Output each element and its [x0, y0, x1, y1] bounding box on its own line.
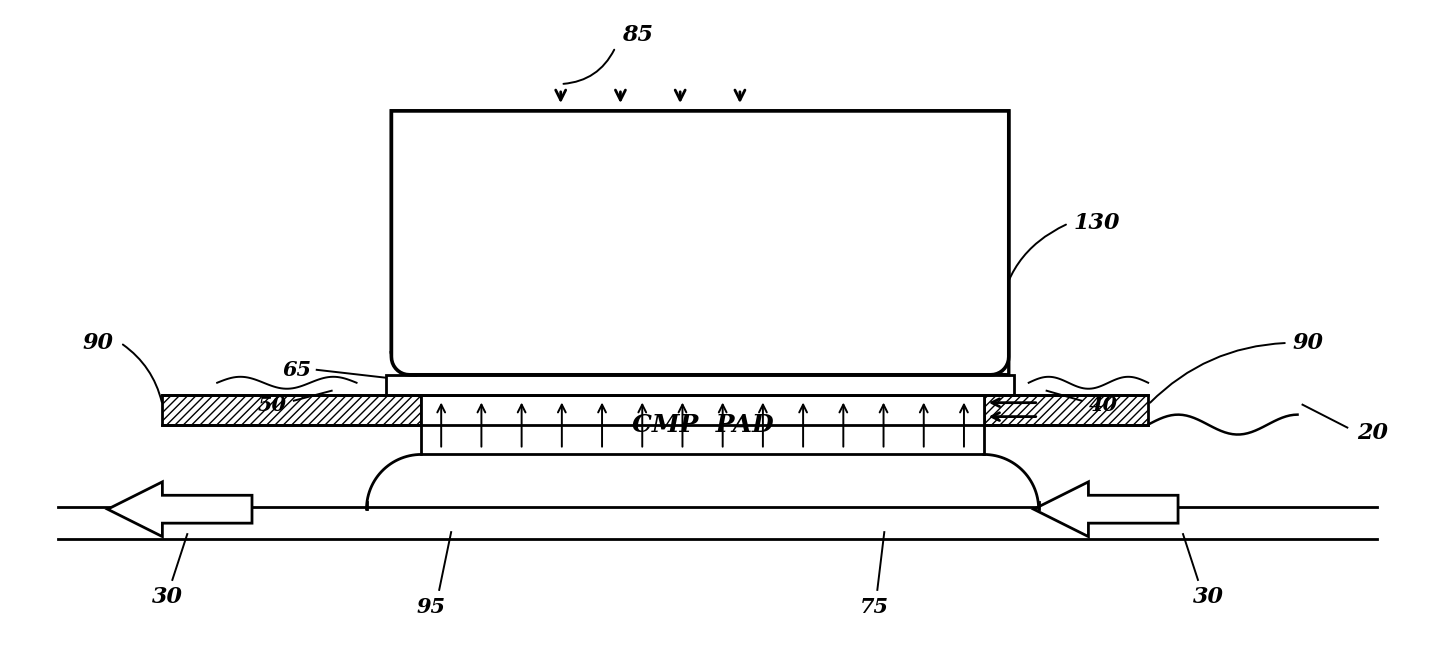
Text: 30: 30 [1193, 586, 1223, 608]
Bar [386, 375, 1014, 394]
Text: CMP  PAD: CMP PAD [632, 413, 773, 437]
Bar [163, 394, 421, 424]
Text: 90: 90 [1292, 332, 1322, 354]
Polygon shape [1034, 482, 1178, 537]
Text: 40: 40 [1089, 394, 1118, 415]
Bar [421, 394, 983, 454]
Text: 85: 85 [622, 24, 653, 46]
PathPatch shape [391, 111, 1009, 375]
Text: 90: 90 [82, 332, 112, 354]
Text: 95: 95 [417, 597, 446, 617]
PathPatch shape [391, 111, 1009, 375]
Text: 30: 30 [151, 586, 183, 608]
Text: 75: 75 [859, 597, 888, 617]
Text: 130: 130 [1073, 212, 1120, 234]
Text: 20: 20 [1357, 422, 1389, 443]
Polygon shape [108, 482, 252, 537]
Bar [983, 394, 1148, 424]
Text: 65: 65 [283, 360, 311, 380]
Text: 50: 50 [258, 394, 287, 415]
